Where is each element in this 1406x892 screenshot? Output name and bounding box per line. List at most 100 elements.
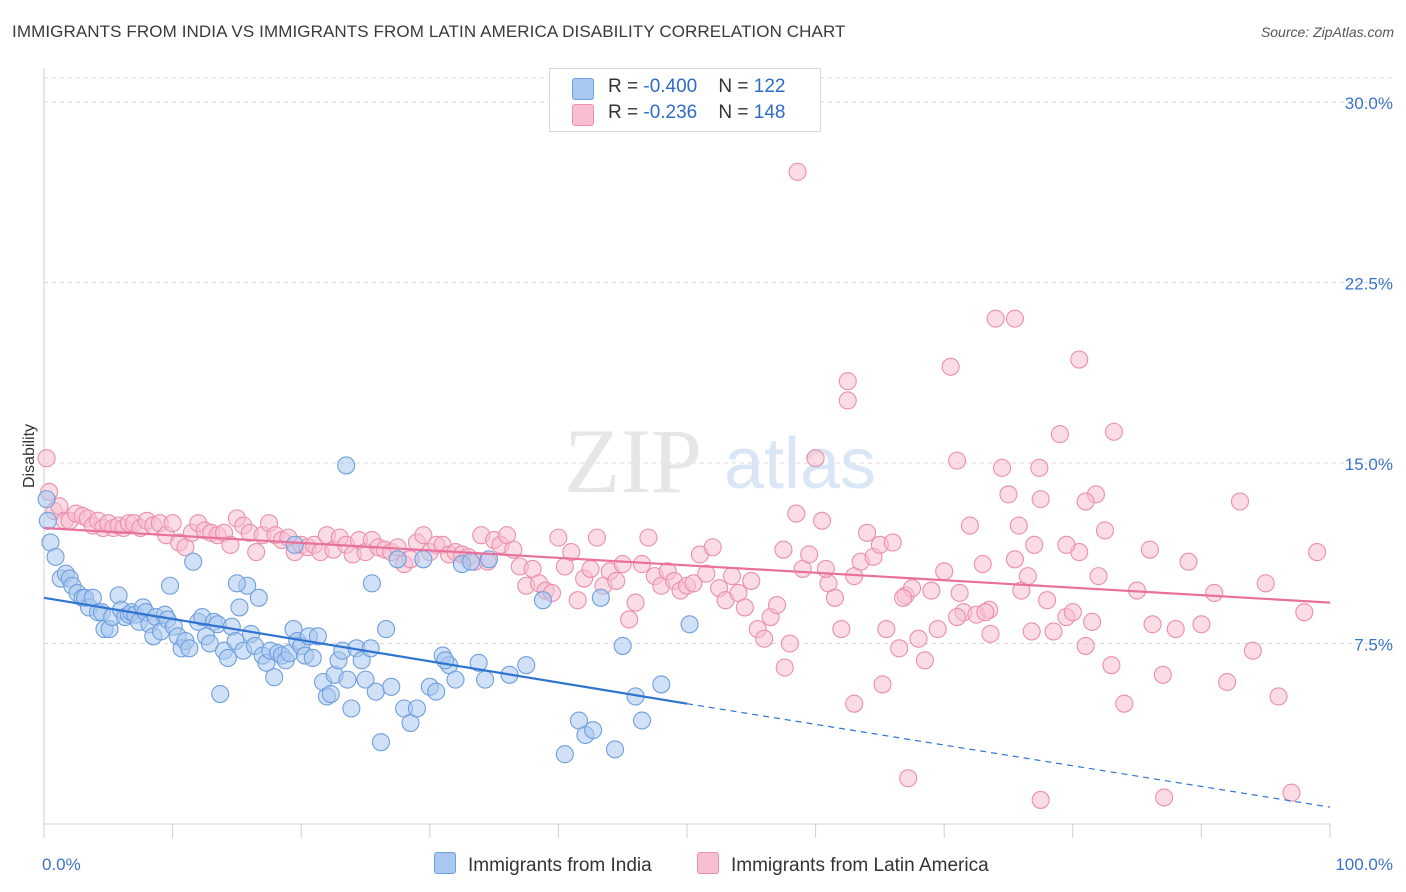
- latam-point: [1155, 788, 1174, 807]
- india-point: [38, 511, 57, 530]
- latam-point: [873, 675, 892, 694]
- bottom-legend-swatch-india: [434, 852, 456, 874]
- india-point: [308, 627, 327, 646]
- latam-point: [1115, 694, 1134, 713]
- india-point: [342, 699, 361, 718]
- latam-point: [587, 528, 607, 547]
- india-point: [321, 685, 340, 704]
- latam-point: [941, 357, 960, 376]
- latam-point: [788, 162, 807, 181]
- latam-point: [684, 574, 703, 593]
- latam-point: [857, 523, 877, 542]
- latam-point: [568, 591, 587, 610]
- legend-n-label-india: N =: [718, 76, 754, 97]
- latam-point: [414, 526, 433, 545]
- latam-point: [1057, 535, 1076, 554]
- latam-point: [620, 610, 639, 629]
- latam-point: [1009, 516, 1028, 535]
- bottom-legend-india: Immigrants from India: [434, 852, 652, 877]
- source-label: Source: ZipAtlas.com: [1260, 24, 1394, 40]
- latam-point: [1243, 641, 1262, 660]
- series-latam-points: [37, 162, 1327, 809]
- latam-point: [639, 528, 658, 547]
- x-tick-label-end: 100.0%: [1335, 855, 1393, 874]
- latam-point: [928, 620, 947, 639]
- india-point: [446, 670, 465, 689]
- watermark-zip: ZIP: [564, 410, 702, 512]
- latam-point: [1018, 567, 1037, 586]
- series-india-points: [37, 456, 699, 764]
- india-point: [427, 682, 446, 701]
- latam-point: [948, 607, 967, 627]
- latam-point: [1076, 636, 1095, 655]
- india-point: [227, 574, 246, 593]
- latam-point: [735, 598, 754, 617]
- india-point: [160, 576, 180, 595]
- india-trend-line: [43, 596, 688, 705]
- latam-point: [986, 309, 1005, 328]
- latam-point: [899, 769, 918, 788]
- latam-point: [1166, 620, 1185, 639]
- india-point: [382, 677, 401, 696]
- bottom-legend-swatch-latam: [697, 852, 719, 874]
- india-point: [469, 653, 488, 672]
- india-point: [584, 721, 603, 740]
- latam-point: [780, 634, 799, 653]
- latam-point: [812, 511, 832, 530]
- legend-r-value-india: -0.400: [643, 76, 698, 97]
- legend-swatch-latam: [572, 104, 594, 126]
- india-point: [230, 598, 249, 617]
- latam-point: [915, 651, 934, 670]
- india-point: [517, 656, 536, 675]
- india-point: [366, 682, 385, 701]
- india-point: [605, 740, 625, 759]
- legend-r-label-latam: R =: [608, 102, 644, 123]
- x-tick-label-start: 0.0%: [42, 855, 81, 874]
- india-point: [414, 550, 433, 569]
- latam-point: [613, 555, 632, 574]
- latam-point: [800, 545, 819, 564]
- latam-point: [976, 603, 995, 622]
- latam-point: [163, 514, 182, 533]
- latam-point: [1038, 591, 1057, 610]
- india-point: [362, 574, 381, 593]
- india-point: [591, 588, 610, 607]
- y-tick-label: 15.0%: [1345, 455, 1393, 474]
- latam-point: [1205, 583, 1224, 603]
- latam-point: [960, 516, 979, 535]
- legend-n-value-latam: 148: [753, 102, 786, 123]
- latam-point: [787, 504, 806, 523]
- india-trend-extension: [686, 703, 1331, 808]
- latam-point: [1063, 603, 1082, 622]
- legend-n-label-latam: N =: [718, 102, 754, 123]
- latam-point: [883, 533, 902, 552]
- latam-point: [703, 538, 722, 557]
- latam-point: [1005, 309, 1024, 328]
- y-axis-title: Disability: [21, 424, 38, 488]
- latam-point: [1218, 672, 1237, 692]
- india-point: [377, 620, 396, 639]
- latam-point: [806, 449, 825, 468]
- latam-point: [1143, 615, 1162, 634]
- latam-point: [775, 658, 794, 677]
- latam-point: [1230, 492, 1250, 511]
- india-point: [356, 670, 375, 689]
- india-point: [476, 670, 495, 689]
- y-tick-label: 7.5%: [1354, 636, 1393, 655]
- legend-r-label-india: R =: [608, 76, 644, 97]
- india-point: [461, 552, 481, 571]
- latam-point: [838, 372, 857, 391]
- india-point: [533, 591, 553, 610]
- india-point: [361, 639, 380, 658]
- latam-point: [877, 620, 896, 639]
- latam-point: [1070, 350, 1089, 369]
- latam-point: [922, 581, 941, 600]
- india-point: [652, 675, 671, 694]
- legend-swatch-india: [572, 78, 594, 100]
- latam-point: [626, 593, 645, 612]
- india-point: [211, 685, 230, 704]
- trend-lines: [43, 526, 1331, 808]
- y-tick-label: 22.5%: [1345, 275, 1393, 294]
- bottom-legend-label-india: Immigrants from India: [468, 855, 652, 876]
- legend-n-value-india: 122: [753, 76, 786, 97]
